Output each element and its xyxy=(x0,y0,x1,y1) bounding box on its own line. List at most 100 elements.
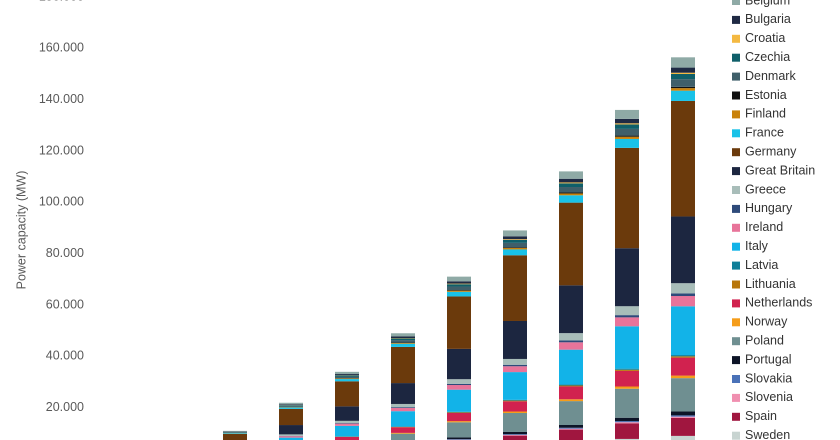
bar-segment xyxy=(503,236,527,240)
bar-segment xyxy=(615,136,639,139)
bar-segment xyxy=(615,123,639,125)
legend-label: France xyxy=(745,126,784,140)
legend-swatch xyxy=(732,91,740,100)
bar-segment xyxy=(223,432,247,433)
legend-swatch xyxy=(732,186,740,194)
bar-segment xyxy=(447,422,471,438)
legend-label: Croatia xyxy=(745,31,785,45)
y-tick-label: 20.000 xyxy=(46,400,84,414)
y-tick-label: 40.000 xyxy=(46,349,84,363)
legend-label: Spain xyxy=(745,409,777,423)
bar-segment xyxy=(391,336,415,339)
legend-label: Czechia xyxy=(745,50,790,64)
bar-segment xyxy=(671,375,695,379)
bar-segment xyxy=(279,402,303,405)
bar-segment xyxy=(559,386,583,400)
legend-swatch xyxy=(732,261,740,270)
bar-segment xyxy=(447,281,471,284)
bar-segment xyxy=(559,178,583,183)
legend-label: Greece xyxy=(745,182,786,196)
bar-segment xyxy=(615,423,639,439)
bar-segment xyxy=(503,435,527,440)
legend-label: Slovakia xyxy=(745,371,792,385)
bar-segment xyxy=(671,67,695,73)
bar-segment xyxy=(279,405,303,407)
legend-swatch xyxy=(732,393,740,402)
bar-segment xyxy=(447,276,471,282)
bar-segment xyxy=(671,293,695,297)
bar-segment xyxy=(335,378,359,380)
legend-label: Sweden xyxy=(745,428,790,440)
legend-label: Germany xyxy=(745,144,797,158)
bar-segment xyxy=(671,415,695,417)
bar-segment xyxy=(335,423,359,426)
legend-swatch xyxy=(732,167,740,176)
bar-segment xyxy=(559,349,583,385)
bar-segment xyxy=(447,296,471,349)
bar-segment xyxy=(671,72,695,74)
bar-segment xyxy=(335,420,359,424)
legend-label: Denmark xyxy=(745,69,796,83)
bar-segment xyxy=(671,416,695,418)
bar-segment xyxy=(671,355,695,357)
bar-segment xyxy=(503,434,527,436)
bar-segment xyxy=(615,421,639,423)
bar-segment xyxy=(559,182,583,184)
bar-segment xyxy=(447,437,471,440)
bar-segment xyxy=(615,386,639,389)
legend-swatch xyxy=(732,375,740,383)
bar-segment xyxy=(559,384,583,386)
bar-segment xyxy=(559,385,583,387)
legend-label: Netherlands xyxy=(745,296,812,310)
bar-segment xyxy=(615,118,639,124)
bar-segment xyxy=(335,376,359,379)
bar-segment xyxy=(503,239,527,240)
bar-segment xyxy=(671,74,695,80)
bar-segment xyxy=(279,434,303,436)
bar-segment xyxy=(671,411,695,416)
legend-swatch xyxy=(732,0,740,5)
legend-label: Slovenia xyxy=(745,390,793,404)
bar-segment xyxy=(447,290,471,291)
bar-segment xyxy=(503,358,527,365)
legend-swatch xyxy=(732,299,740,308)
bar-segment xyxy=(671,306,695,356)
bar-segment xyxy=(671,378,695,412)
bar-segment xyxy=(279,404,303,405)
bar-segment xyxy=(447,421,471,423)
bar-segment xyxy=(279,425,303,435)
bar-segment xyxy=(615,128,639,136)
bar-segment xyxy=(391,383,415,404)
y-tick-label: 60.000 xyxy=(46,297,84,311)
bar-segment xyxy=(447,439,471,440)
bar-segment xyxy=(615,315,639,318)
bar-segment xyxy=(503,401,527,412)
legend-swatch xyxy=(732,204,740,213)
bar-segment xyxy=(559,183,583,188)
bar-segment xyxy=(559,427,583,429)
y-tick-label: 140.000 xyxy=(39,92,84,106)
legend-swatch xyxy=(732,34,740,43)
bar-segment xyxy=(335,374,359,376)
bar-segment xyxy=(615,124,639,129)
bar-segment xyxy=(447,411,471,413)
bar-segment xyxy=(671,296,695,307)
bar-segment xyxy=(503,320,527,359)
bar-segment xyxy=(335,375,359,377)
bar-segment xyxy=(391,338,415,341)
legend-swatch xyxy=(732,337,740,346)
bar-segment xyxy=(615,138,639,148)
bar-segment xyxy=(559,333,583,341)
bar-segment xyxy=(671,57,695,68)
bar-segment xyxy=(447,412,471,422)
bar-segment xyxy=(503,247,527,248)
bar-segment xyxy=(335,381,359,407)
bar-segment xyxy=(503,372,527,400)
bar-segment xyxy=(447,291,471,297)
bar-segment xyxy=(615,317,639,327)
bar-segment xyxy=(671,79,695,87)
bar-segment xyxy=(447,385,471,390)
bar-segment xyxy=(559,193,583,196)
legend-label: Italy xyxy=(745,239,769,253)
bar-segment xyxy=(503,255,527,321)
